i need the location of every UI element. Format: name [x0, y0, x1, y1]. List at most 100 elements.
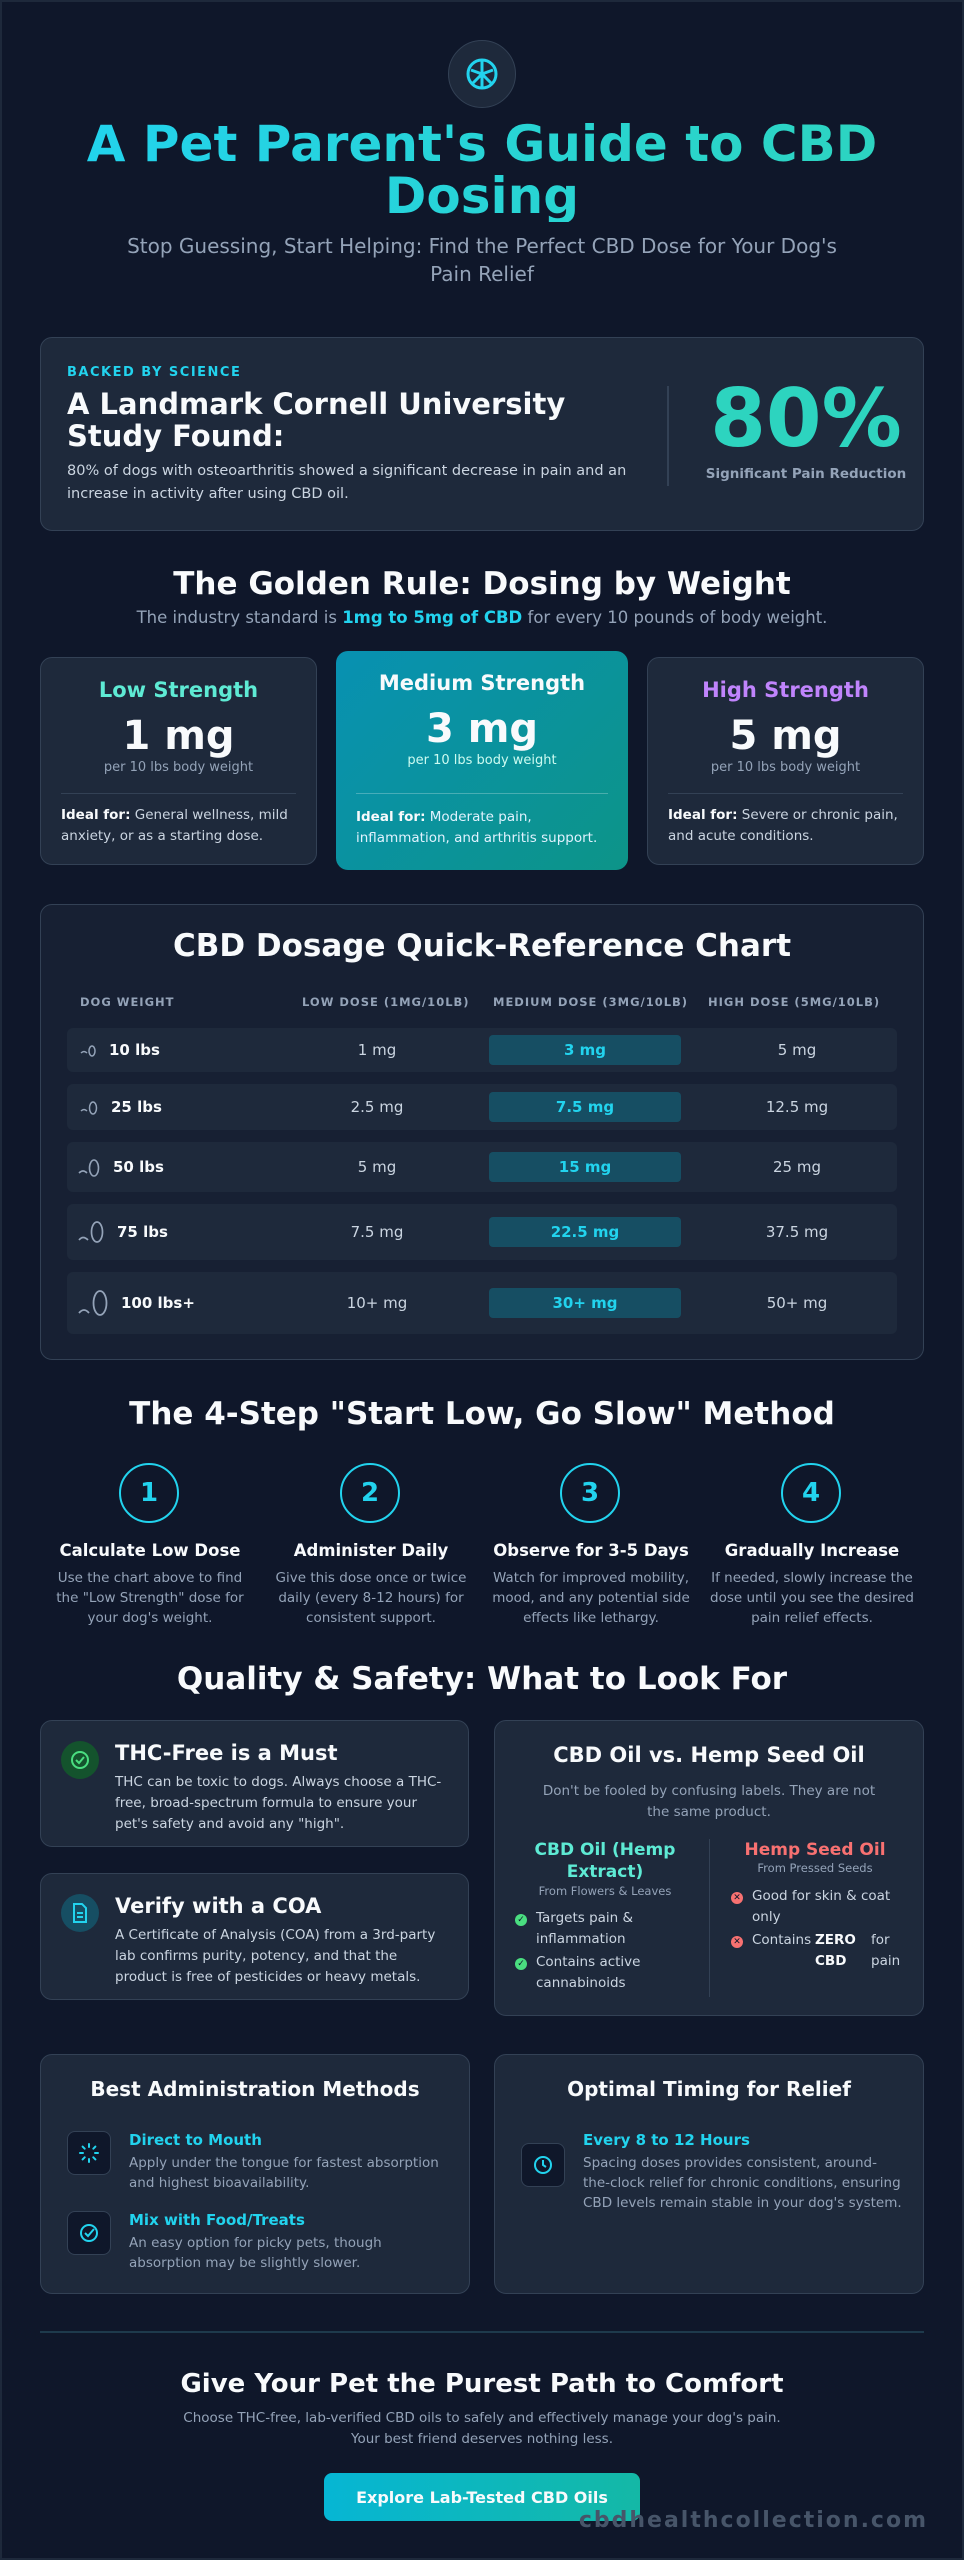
x-icon: ✕ — [731, 1936, 743, 1948]
step-number: 1 — [119, 1463, 179, 1523]
footer-desc: Choose THC-free, lab-verified CBD oils t… — [183, 2410, 781, 2447]
study-eyebrow: BACKED BY SCIENCE — [67, 365, 242, 380]
col-header-weight: DOG WEIGHT — [80, 995, 175, 1009]
dog-icon — [77, 1154, 103, 1180]
administration-card: Best Administration Methods Direct to Mo… — [40, 2054, 470, 2294]
step-number: 2 — [340, 1463, 400, 1523]
chart-title: CBD Dosage Quick-Reference Chart — [172, 928, 792, 964]
hemp-point-zero-cbd: ZERO CBD — [815, 1932, 856, 1969]
weight-label: 25 lbs — [111, 1098, 162, 1116]
timing-item-title: Every 8 to 12 Hours — [583, 2131, 750, 2149]
ideal-text: Moderate pain, inflammation, and arthrit… — [356, 809, 598, 846]
admin-title: Best Administration Methods — [90, 2077, 420, 2101]
method-title: The 4-Step "Start Low, Go Slow" Method — [129, 1396, 835, 1432]
high-strength-card: High Strength 5 mg per 10 lbs body weigh… — [647, 657, 924, 865]
medium-strength-card: Medium Strength 3 mg per 10 lbs body wei… — [336, 651, 628, 870]
high-dose-cell: 12.5 mg — [765, 1098, 829, 1116]
footer-title: Give Your Pet the Purest Path to Comfort — [180, 2369, 784, 2399]
step-desc: Watch for improved mobility, mood, and a… — [492, 1570, 690, 1626]
timing-title: Optimal Timing for Relief — [567, 2077, 851, 2101]
page-subtitle: Stop Guessing, Start Helping: Find the P… — [127, 234, 837, 286]
thc-desc: THC can be toxic to dogs. Always choose … — [115, 1774, 442, 1832]
cbd-oil-title: CBD Oil (Hemp Extract) — [534, 1840, 676, 1882]
strength-value: 5 mg — [729, 713, 842, 759]
step-title: Administer Daily — [293, 1541, 449, 1560]
weight-cell: 100 lbs+ — [77, 1272, 195, 1334]
table-row: 100 lbs+ 10+ mg 30+ mg 50+ mg — [67, 1272, 897, 1334]
strength-ideal: Ideal for: Severe or chronic pain, and a… — [668, 805, 903, 847]
strength-value: 1 mg — [122, 713, 235, 759]
explore-oils-button[interactable]: Explore Lab-Tested CBD Oils — [324, 2473, 640, 2521]
rule-text-highlight: 1mg to 5mg of CBD — [342, 608, 523, 627]
timing-card: Optimal Timing for Relief Every 8 to 12 … — [494, 2054, 924, 2294]
hemp-point: Good for skin & coat only — [752, 1888, 891, 1925]
study-text: 80% of dogs with osteoarthritis showed a… — [67, 463, 627, 502]
table-row: 50 lbs 5 mg 15 mg 25 mg — [67, 1142, 897, 1192]
strength-title: Medium Strength — [378, 671, 586, 695]
check-icon: ✓ — [515, 1914, 527, 1926]
high-dose-cell: 5 mg — [777, 1041, 817, 1059]
strength-ideal: Ideal for: Moderate pain, inflammation, … — [356, 807, 608, 849]
study-card: BACKED BY SCIENCE A Landmark Cornell Uni… — [40, 337, 924, 531]
admin-item-desc: An easy option for picky pets, though ab… — [129, 2235, 382, 2271]
table-row: 25 lbs 2.5 mg 7.5 mg 12.5 mg — [67, 1084, 897, 1130]
cbd-vs-hemp-card: CBD Oil vs. Hemp Seed Oil Don't be foole… — [494, 1720, 924, 2016]
high-dose-cell: 50+ mg — [766, 1294, 828, 1312]
coa-card: Verify with a COA A Certificate of Analy… — [40, 1873, 469, 2000]
hemp-point-contains: Contains — [752, 1932, 812, 1948]
study-stat-label: Significant Pain Reduction — [705, 466, 907, 482]
weight-label: 50 lbs — [113, 1158, 164, 1176]
weight-cell: 10 lbs — [79, 1028, 160, 1072]
study-divider — [667, 386, 669, 486]
medium-dose-cell: 30+ mg — [489, 1288, 681, 1318]
step-number: 4 — [781, 1463, 841, 1523]
medium-dose-cell: 22.5 mg — [489, 1217, 681, 1247]
study-title: A Landmark Cornell University Study Foun… — [67, 387, 566, 453]
weight-cell: 25 lbs — [79, 1084, 162, 1130]
low-dose-cell: 5 mg — [357, 1158, 397, 1176]
hemp-oil-source: From Pressed Seeds — [757, 1861, 873, 1875]
cbd-oil-source: From Flowers & Leaves — [538, 1884, 672, 1898]
table-row: 10 lbs 1 mg 3 mg 5 mg — [67, 1028, 897, 1072]
high-dose-cell: 37.5 mg — [765, 1223, 829, 1241]
quality-title: Quality & Safety: What to Look For — [176, 1661, 788, 1697]
cbd-leaf-icon — [448, 40, 516, 108]
page-title: A Pet Parent's Guide to CBD Dosing — [60, 118, 904, 222]
x-icon: ✕ — [731, 1892, 743, 1904]
weight-label: 10 lbs — [109, 1041, 160, 1059]
coa-title: Verify with a COA — [115, 1894, 322, 1918]
check-badge-icon — [67, 2211, 111, 2255]
dog-icon — [77, 1286, 111, 1320]
strength-ideal: Ideal for: General wellness, mild anxiet… — [61, 805, 296, 847]
low-dose-cell: 10+ mg — [346, 1294, 408, 1312]
divider — [668, 793, 903, 794]
dropper-icon — [67, 2131, 111, 2175]
ideal-label: Ideal for: — [61, 807, 131, 823]
step-title: Observe for 3-5 Days — [493, 1541, 689, 1560]
step-desc: If needed, slowly increase the dose unti… — [710, 1570, 914, 1626]
dog-icon — [79, 1041, 99, 1059]
step-title: Calculate Low Dose — [59, 1541, 241, 1560]
thc-free-card: THC-Free is a Must THC can be toxic to d… — [40, 1720, 469, 1847]
admin-item-title: Direct to Mouth — [129, 2131, 262, 2149]
coa-desc: A Certificate of Analysis (COA) from a 3… — [115, 1927, 436, 1985]
high-dose-cell: 25 mg — [773, 1158, 821, 1176]
weight-cell: 75 lbs — [77, 1204, 168, 1260]
step-desc: Give this dose once or twice daily (ever… — [275, 1570, 467, 1626]
strength-title: Low Strength — [98, 678, 259, 702]
weight-label: 100 lbs+ — [121, 1294, 195, 1312]
medium-dose-cell: 3 mg — [489, 1035, 681, 1065]
medium-dose-cell: 7.5 mg — [489, 1092, 681, 1122]
ideal-label: Ideal for: — [356, 809, 426, 825]
check-circle-icon — [61, 1741, 99, 1779]
golden-rule-title: The Golden Rule: Dosing by Weight — [173, 566, 791, 602]
ideal-text: General wellness, mild anxiety, or as a … — [61, 807, 288, 844]
table-row: 75 lbs 7.5 mg 22.5 mg 37.5 mg — [67, 1204, 897, 1260]
footer-divider — [40, 2331, 924, 2333]
divider — [61, 793, 296, 794]
timing-item-desc: Spacing doses provides consistent, aroun… — [583, 2155, 902, 2211]
step-desc: Use the chart above to find the "Low Str… — [56, 1570, 244, 1626]
admin-item-title: Mix with Food/Treats — [129, 2211, 305, 2229]
low-strength-card: Low Strength 1 mg per 10 lbs body weight… — [40, 657, 317, 865]
vs-divider — [709, 1839, 710, 1997]
